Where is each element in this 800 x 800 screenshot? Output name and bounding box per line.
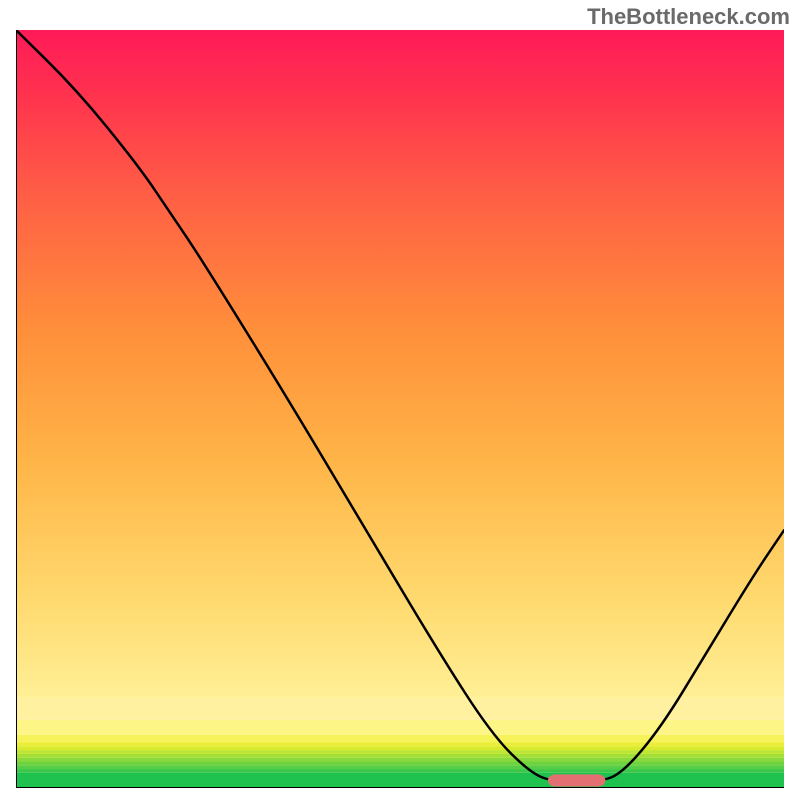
chart-svg [16, 30, 784, 788]
watermark-text: TheBottleneck.com [587, 4, 790, 30]
bottleneck-chart [16, 30, 784, 788]
